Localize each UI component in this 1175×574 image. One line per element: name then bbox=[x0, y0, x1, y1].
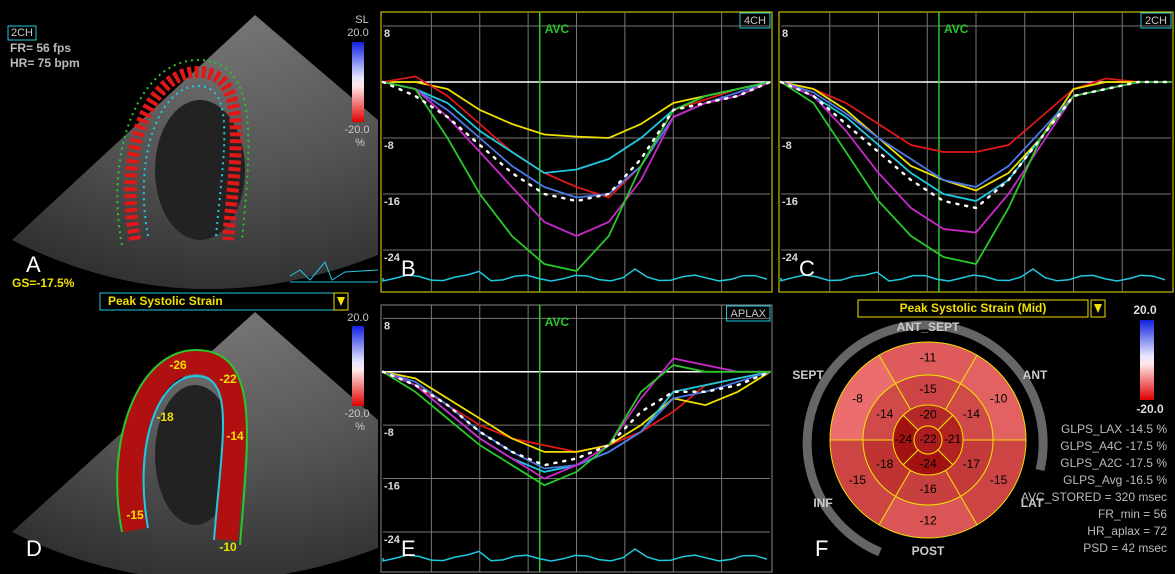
view-label: 4CH bbox=[744, 15, 766, 27]
panel-label: C bbox=[799, 256, 815, 281]
y-tick-label: -16 bbox=[782, 196, 798, 208]
frame-rate: FR= 56 fps bbox=[10, 41, 71, 55]
segment-value: -18 bbox=[156, 410, 174, 424]
y-tick-label: -24 bbox=[782, 252, 799, 264]
y-tick-label: -16 bbox=[384, 196, 400, 208]
scale-unit: % bbox=[355, 137, 365, 149]
y-tick-label: 8 bbox=[384, 320, 390, 332]
global-strain: GS=-17.5% bbox=[12, 276, 75, 290]
avc-label: AVC bbox=[944, 22, 969, 36]
segment-value: -12 bbox=[919, 514, 937, 528]
stat: GLPS_A4C -17.5 % bbox=[1060, 439, 1167, 453]
panel-a: 2CH FR= 56 fps HR= 75 bpm SL 20.0 -20.0 … bbox=[8, 14, 378, 290]
stat: AVC_STORED = 320 msec bbox=[1021, 490, 1167, 504]
segment-value: -22 bbox=[919, 432, 937, 446]
scale-min: -20.0 bbox=[344, 408, 369, 420]
stat: GLPS_A2C -17.5 % bbox=[1060, 456, 1167, 470]
scale-unit: % bbox=[355, 421, 365, 433]
color-scale bbox=[1140, 320, 1154, 400]
y-tick-label: 8 bbox=[782, 28, 788, 40]
stat: HR_aplax = 72 bbox=[1087, 524, 1167, 538]
segment-value: -17 bbox=[963, 457, 981, 471]
wall-label: INF bbox=[813, 496, 832, 510]
view-label: APLAX bbox=[731, 308, 767, 320]
avc-label: AVC bbox=[545, 22, 570, 36]
stat: GLPS_LAX -14.5 % bbox=[1061, 422, 1167, 436]
scale-max: 20.0 bbox=[1133, 303, 1157, 317]
y-tick-label: 8 bbox=[384, 28, 390, 40]
panel-label: D bbox=[26, 536, 42, 561]
segment-value: -22 bbox=[219, 372, 237, 386]
segment-value: -21 bbox=[944, 432, 962, 446]
y-tick-label: -8 bbox=[782, 140, 792, 152]
segment-value: -14 bbox=[226, 429, 244, 443]
scale-min: -20.0 bbox=[1136, 402, 1164, 416]
y-tick-label: -16 bbox=[384, 480, 400, 492]
y-tick-label: -8 bbox=[384, 427, 394, 439]
wall-label: ANT bbox=[1023, 368, 1048, 382]
segment-value: -15 bbox=[919, 382, 937, 396]
segment-value: -11 bbox=[920, 351, 937, 365]
panel-label: E bbox=[401, 536, 416, 561]
stat: FR_min = 56 bbox=[1098, 507, 1167, 521]
segment-value: -24 bbox=[919, 457, 937, 471]
segment-value: -15 bbox=[990, 473, 1008, 487]
segment-value: -15 bbox=[126, 508, 144, 522]
segment-value: -26 bbox=[169, 358, 187, 372]
segment-value: -8 bbox=[852, 391, 863, 405]
scale-max: 20.0 bbox=[347, 27, 368, 39]
view-label: 2CH bbox=[11, 27, 33, 39]
heart-rate: HR= 75 bpm bbox=[10, 56, 80, 70]
scale-max: 20.0 bbox=[347, 312, 368, 324]
dropdown-label[interactable]: Peak Systolic Strain (Mid) bbox=[900, 301, 1047, 315]
scale-title: SL bbox=[355, 14, 368, 26]
view-label: 2CH bbox=[1145, 15, 1167, 27]
scale-min: -20.0 bbox=[344, 124, 369, 136]
wall-label: SEPT bbox=[792, 368, 824, 382]
segment-value: -14 bbox=[876, 407, 894, 421]
segment-value: -10 bbox=[219, 540, 237, 554]
y-tick-label: -8 bbox=[384, 140, 394, 152]
panel-label: F bbox=[815, 536, 828, 561]
screen: 2CH FR= 56 fps HR= 75 bpm SL 20.0 -20.0 … bbox=[0, 0, 1175, 574]
segment-value: -24 bbox=[895, 432, 913, 446]
y-tick-label: -24 bbox=[384, 252, 401, 264]
y-tick-label: -24 bbox=[384, 534, 401, 546]
wall-label: ANT_SEPT bbox=[897, 320, 960, 334]
avc-label: AVC bbox=[545, 315, 570, 329]
segment-value: -20 bbox=[919, 408, 937, 422]
panel-label: A bbox=[26, 252, 41, 277]
dropdown-label[interactable]: Peak Systolic Strain bbox=[108, 294, 223, 308]
segment-value: -14 bbox=[963, 407, 981, 421]
segment-value: -10 bbox=[990, 391, 1008, 405]
segment-value: -18 bbox=[876, 457, 894, 471]
segment-value: -16 bbox=[919, 482, 937, 496]
stat: PSD = 42 msec bbox=[1083, 541, 1167, 555]
color-scale bbox=[352, 42, 364, 122]
panel-d: Peak Systolic Strain 20.0 -20.0 % D bbox=[12, 293, 378, 574]
color-scale bbox=[352, 326, 364, 406]
stat: GLPS_Avg -16.5 % bbox=[1063, 473, 1167, 487]
wall-label: POST bbox=[912, 544, 945, 558]
segment-value: -15 bbox=[849, 473, 867, 487]
panel-label: B bbox=[401, 256, 416, 281]
